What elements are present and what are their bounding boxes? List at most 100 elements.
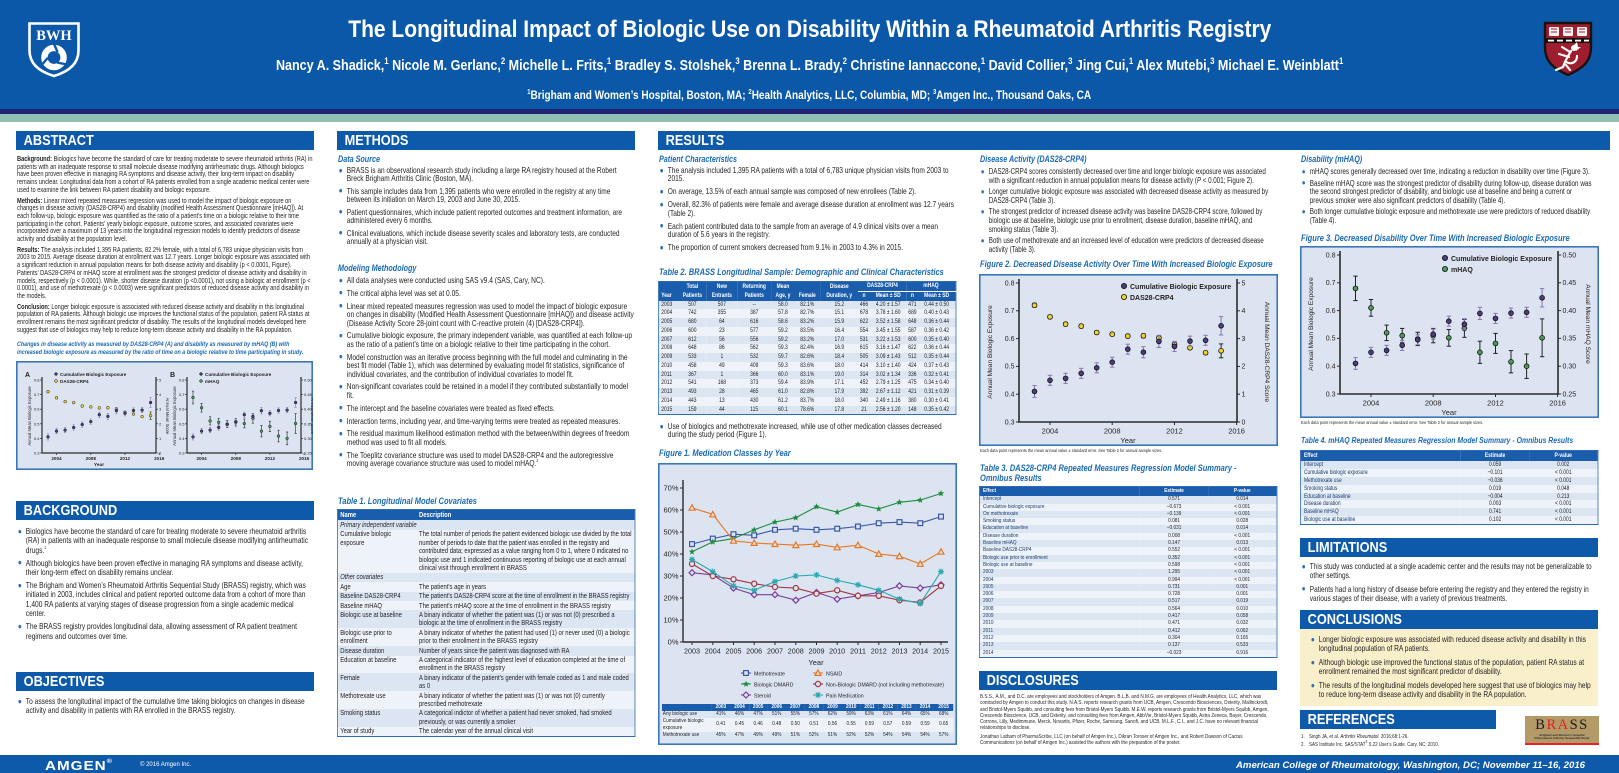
svg-text:0.3: 0.3 xyxy=(34,451,40,456)
svg-text:2004: 2004 xyxy=(51,456,62,461)
svg-text:B: B xyxy=(170,372,175,379)
svg-text:1: 1 xyxy=(159,436,162,441)
svg-text:2015: 2015 xyxy=(933,649,949,656)
svg-text:3: 3 xyxy=(159,407,162,412)
svg-text:10%: 10% xyxy=(663,616,678,625)
svg-text:2013: 2013 xyxy=(892,649,908,656)
svg-text:2009: 2009 xyxy=(809,649,825,656)
svg-text:2012: 2012 xyxy=(120,456,131,461)
svg-text:2008: 2008 xyxy=(231,456,242,461)
svg-text:2010: 2010 xyxy=(829,649,845,656)
svg-text:2005: 2005 xyxy=(726,649,742,656)
svg-text:0.3: 0.3 xyxy=(1005,419,1015,426)
svg-text:0.7: 0.7 xyxy=(34,392,40,397)
svg-text:1: 1 xyxy=(1242,392,1246,399)
svg-text:3: 3 xyxy=(1242,336,1246,343)
svg-text:60%: 60% xyxy=(663,506,678,515)
svg-text:2004: 2004 xyxy=(1042,427,1059,436)
svg-text:Annual Mean Biologic Exposure: Annual Mean Biologic Exposure xyxy=(1308,277,1315,371)
svg-text:0.6: 0.6 xyxy=(34,407,40,412)
svg-text:Annual Mean mHAQ Score: Annual Mean mHAQ Score xyxy=(1584,284,1591,364)
svg-text:70%: 70% xyxy=(663,484,678,493)
svg-text:2008: 2008 xyxy=(86,456,97,461)
svg-text:Annual Mean DAS28-CRP4 Score: Annual Mean DAS28-CRP4 Score xyxy=(1263,302,1270,403)
svg-text:mHAQ: mHAQ xyxy=(205,379,220,384)
svg-text:4: 4 xyxy=(1242,308,1246,315)
svg-text:Annual Mean Biologic Exposure: Annual Mean Biologic Exposure xyxy=(172,386,177,446)
svg-text:Methotrexate: Methotrexate xyxy=(754,671,785,677)
svg-text:0.35: 0.35 xyxy=(1563,336,1577,343)
svg-text:A: A xyxy=(25,372,30,379)
svg-text:2004: 2004 xyxy=(1363,399,1380,408)
svg-text:Annual Mean Biologic Exposure: Annual Mean Biologic Exposure xyxy=(987,305,994,399)
svg-text:Annual Mean Score: Annual Mean Score xyxy=(165,398,170,435)
svg-text:4: 4 xyxy=(159,392,162,397)
svg-text:0.3: 0.3 xyxy=(179,451,185,456)
svg-text:Year: Year xyxy=(1120,436,1136,445)
svg-text:Annual Mean Score: Annual Mean Score xyxy=(310,398,313,435)
svg-text:0.4: 0.4 xyxy=(179,436,185,441)
svg-text:Cumulative Biologic Exposure: Cumulative Biologic Exposure xyxy=(1451,256,1552,263)
svg-text:0: 0 xyxy=(1242,419,1246,426)
svg-text:Year: Year xyxy=(94,462,104,468)
svg-text:0.4: 0.4 xyxy=(34,436,40,441)
svg-text:0.7: 0.7 xyxy=(1005,308,1015,315)
svg-text:0.40: 0.40 xyxy=(1563,308,1577,315)
svg-text:5: 5 xyxy=(159,378,162,383)
svg-text:2008: 2008 xyxy=(1425,399,1442,408)
svg-text:2016: 2016 xyxy=(154,456,165,461)
svg-text:NSAID: NSAID xyxy=(826,671,842,677)
svg-text:2014: 2014 xyxy=(912,649,928,656)
svg-text:Biologic DMARD: Biologic DMARD xyxy=(754,682,794,688)
svg-text:0.40: 0.40 xyxy=(304,407,313,412)
svg-text:2012: 2012 xyxy=(1166,427,1183,436)
svg-text:0.35: 0.35 xyxy=(304,421,313,426)
svg-text:0.8: 0.8 xyxy=(1005,280,1015,287)
svg-text:BWH: BWH xyxy=(36,28,72,44)
svg-text:0.25: 0.25 xyxy=(1563,391,1577,398)
svg-text:0.5: 0.5 xyxy=(179,421,185,426)
svg-text:Steroid: Steroid xyxy=(754,693,771,699)
svg-text:Year: Year xyxy=(1441,408,1457,417)
svg-text:Year: Year xyxy=(808,658,824,667)
svg-text:0.50: 0.50 xyxy=(1563,252,1577,259)
svg-text:2: 2 xyxy=(1242,364,1246,371)
svg-text:2004: 2004 xyxy=(705,649,721,656)
svg-text:2003: 2003 xyxy=(684,649,700,656)
svg-text:2012: 2012 xyxy=(871,649,887,656)
svg-text:0.30: 0.30 xyxy=(1563,364,1577,371)
svg-text:Pain Medication: Pain Medication xyxy=(826,693,864,699)
svg-text:0.6: 0.6 xyxy=(1326,308,1336,315)
svg-text:0.7: 0.7 xyxy=(179,392,185,397)
svg-text:0.5: 0.5 xyxy=(34,421,40,426)
svg-text:2006: 2006 xyxy=(746,649,762,656)
svg-text:0.8: 0.8 xyxy=(1326,252,1336,259)
svg-text:2004: 2004 xyxy=(196,456,207,461)
svg-text:0.8: 0.8 xyxy=(179,378,185,383)
svg-text:0.5: 0.5 xyxy=(1005,364,1015,371)
svg-text:2011: 2011 xyxy=(850,649,866,656)
svg-text:40%: 40% xyxy=(663,550,678,559)
svg-text:0.6: 0.6 xyxy=(179,407,185,412)
svg-text:2008: 2008 xyxy=(788,649,804,656)
svg-text:0.30: 0.30 xyxy=(304,436,313,441)
svg-text:2008: 2008 xyxy=(1104,427,1121,436)
svg-text:0.4: 0.4 xyxy=(1005,392,1015,399)
svg-text:0.6: 0.6 xyxy=(1005,336,1015,343)
svg-text:2: 2 xyxy=(159,421,162,426)
svg-text:2016: 2016 xyxy=(1228,427,1245,436)
svg-text:2016: 2016 xyxy=(1549,399,1566,408)
svg-text:50%: 50% xyxy=(663,528,678,537)
svg-text:2012: 2012 xyxy=(265,456,276,461)
svg-text:0.5: 0.5 xyxy=(1326,336,1336,343)
svg-text:0%: 0% xyxy=(668,638,679,647)
svg-text:DAS28-CRP4: DAS28-CRP4 xyxy=(60,379,89,384)
svg-text:30%: 30% xyxy=(663,572,678,581)
svg-text:mHAQ: mHAQ xyxy=(1451,267,1473,274)
svg-text:0.7: 0.7 xyxy=(1326,280,1336,287)
svg-text:0.8: 0.8 xyxy=(34,378,40,383)
svg-text:0.3: 0.3 xyxy=(1326,391,1336,398)
svg-text:2016: 2016 xyxy=(299,456,310,461)
svg-text:Non-Biologic DMARD (not includ: Non-Biologic DMARD (not including methot… xyxy=(826,682,944,688)
svg-text:0.45: 0.45 xyxy=(1563,280,1577,287)
